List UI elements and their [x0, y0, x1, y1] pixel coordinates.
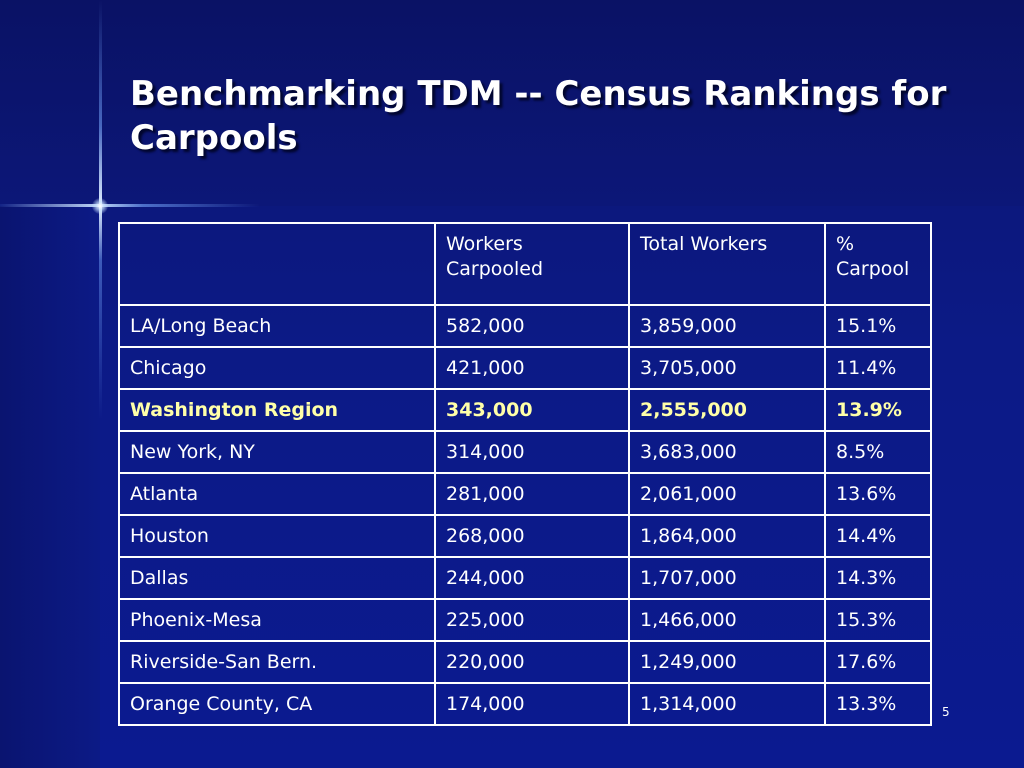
cell-city: Phoenix-Mesa	[118, 598, 436, 642]
cell-total-workers: 2,061,000	[628, 472, 826, 516]
cell-percent-carpool: 17.6%	[824, 640, 932, 684]
cell-city: Atlanta	[118, 472, 436, 516]
table-row: LA/Long Beach 582,000 3,859,000 15.1%	[118, 304, 932, 348]
table-row: Houston 268,000 1,864,000 14.4%	[118, 514, 932, 558]
cell-total-workers: 1,864,000	[628, 514, 826, 558]
cell-total-workers: 3,859,000	[628, 304, 826, 348]
cell-city: Chicago	[118, 346, 436, 390]
cell-workers-carpooled: 268,000	[434, 514, 630, 558]
table-row: Riverside-San Bern. 220,000 1,249,000 17.6%	[118, 640, 932, 684]
left-band	[0, 206, 100, 768]
cell-workers-carpooled: 281,000	[434, 472, 630, 516]
cell-percent-carpool: 14.4%	[824, 514, 932, 558]
cell-city: LA/Long Beach	[118, 304, 436, 348]
table-row: Atlanta 281,000 2,061,000 13.6%	[118, 472, 932, 516]
cell-percent-carpool: 15.1%	[824, 304, 932, 348]
header-total-workers: Total Workers	[628, 222, 826, 306]
cell-workers-carpooled: 582,000	[434, 304, 630, 348]
cell-percent-carpool: 11.4%	[824, 346, 932, 390]
table-row: Orange County, CA 174,000 1,314,000 13.3%	[118, 682, 932, 726]
table-row: Dallas 244,000 1,707,000 14.3%	[118, 556, 932, 600]
carpool-rankings-table: Workers Carpooled Total Workers % Carpoo…	[118, 222, 932, 726]
header-city	[118, 222, 436, 306]
cell-total-workers: 3,705,000	[628, 346, 826, 390]
table-body: LA/Long Beach 582,000 3,859,000 15.1% Chicag…	[118, 304, 932, 726]
cell-workers-carpooled: 343,000	[434, 388, 630, 432]
table-row: Chicago 421,000 3,705,000 11.4%	[118, 346, 932, 390]
cell-workers-carpooled: 314,000	[434, 430, 630, 474]
table-row: Washington Region 343,000 2,555,000 13.9%	[118, 388, 932, 432]
cell-city: Orange County, CA	[118, 682, 436, 726]
table-header-row: Workers Carpooled Total Workers % Carpoo…	[118, 222, 932, 306]
cell-workers-carpooled: 244,000	[434, 556, 630, 600]
cell-total-workers: 3,683,000	[628, 430, 826, 474]
cell-percent-carpool: 8.5%	[824, 430, 932, 474]
header-percent-carpool: % Carpool	[824, 222, 932, 306]
cell-workers-carpooled: 174,000	[434, 682, 630, 726]
cell-total-workers: 1,707,000	[628, 556, 826, 600]
cell-percent-carpool: 13.9%	[824, 388, 932, 432]
cell-city: Riverside-San Bern.	[118, 640, 436, 684]
cell-city: New York, NY	[118, 430, 436, 474]
slide-title: Benchmarking TDM -- Census Rankings for …	[130, 74, 947, 158]
cell-total-workers: 2,555,000	[628, 388, 826, 432]
sparkle-horizontal-line	[0, 204, 260, 207]
cell-total-workers: 1,466,000	[628, 598, 826, 642]
cell-percent-carpool: 14.3%	[824, 556, 932, 600]
cell-city: Dallas	[118, 556, 436, 600]
table-row: Phoenix-Mesa 225,000 1,466,000 15.3%	[118, 598, 932, 642]
cell-percent-carpool: 13.6%	[824, 472, 932, 516]
cell-workers-carpooled: 421,000	[434, 346, 630, 390]
cell-total-workers: 1,314,000	[628, 682, 826, 726]
cell-percent-carpool: 13.3%	[824, 682, 932, 726]
cell-city: Washington Region	[118, 388, 436, 432]
cell-workers-carpooled: 220,000	[434, 640, 630, 684]
header-band	[0, 0, 1024, 206]
cell-city: Houston	[118, 514, 436, 558]
cell-total-workers: 1,249,000	[628, 640, 826, 684]
cell-percent-carpool: 15.3%	[824, 598, 932, 642]
sparkle-star-icon	[92, 198, 108, 214]
header-workers-carpooled: Workers Carpooled	[434, 222, 630, 306]
page-number: 5	[942, 705, 950, 719]
cell-workers-carpooled: 225,000	[434, 598, 630, 642]
table-row: New York, NY 314,000 3,683,000 8.5%	[118, 430, 932, 474]
